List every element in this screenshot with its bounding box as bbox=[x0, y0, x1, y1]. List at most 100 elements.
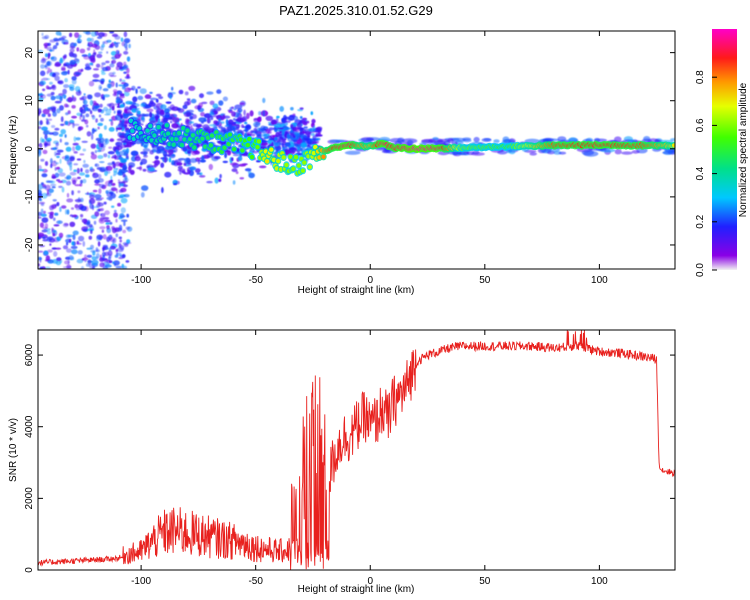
spectrogram-signal-blob bbox=[114, 114, 122, 121]
spectrogram-noise-blob bbox=[51, 176, 57, 179]
spectrogram-noise-blob bbox=[99, 262, 105, 268]
spectrogram-noise-blob bbox=[46, 230, 51, 235]
spectrogram-noise-blob bbox=[99, 213, 103, 216]
spectrogram-noise-blob bbox=[104, 170, 108, 176]
spectrogram-signal-blob bbox=[222, 160, 228, 164]
spectrogram-noise-blob bbox=[56, 152, 61, 155]
spectrogram-signal-blob bbox=[125, 100, 133, 105]
spectrogram-noise-blob bbox=[55, 42, 59, 46]
spectrogram-noise-blob bbox=[62, 222, 69, 228]
spectrogram-noise-blob bbox=[109, 245, 116, 250]
spectrogram-ridge-core bbox=[185, 128, 190, 133]
spectrogram-noise-blob bbox=[95, 256, 99, 260]
snr-frame bbox=[37, 329, 676, 571]
spectrogram-noise-blob bbox=[97, 126, 100, 130]
spectrogram-noise-blob bbox=[97, 122, 103, 127]
spectrogram-noise-blob bbox=[80, 205, 87, 211]
spectrogram-ridge-core bbox=[231, 147, 237, 152]
spectrogram-signal-blob bbox=[294, 143, 298, 147]
spectrogram-noise-blob bbox=[125, 39, 130, 44]
spectrogram-noise-blob bbox=[119, 78, 122, 82]
snr-x-tick-label: 0 bbox=[367, 576, 373, 587]
spectrogram-noise-blob bbox=[102, 247, 105, 252]
spectrogram-halo-blob bbox=[344, 150, 361, 155]
spectrogram-noise-blob bbox=[80, 109, 86, 114]
spectrogram-signal-blob bbox=[233, 127, 236, 133]
spectrogram-signal-blob bbox=[216, 114, 223, 120]
spectrogram-noise-blob bbox=[40, 213, 47, 217]
spectrogram-signal-blob bbox=[218, 125, 223, 129]
spectrogram-noise-blob bbox=[67, 234, 74, 238]
spectrogram-noise-blob bbox=[111, 205, 115, 208]
spectrogram-ridge-core bbox=[152, 133, 157, 138]
spectrogram-signal-blob bbox=[306, 120, 310, 124]
spectrogram-noise-blob bbox=[65, 112, 69, 116]
spectrogram-signal-blob bbox=[260, 142, 269, 146]
spectrogram-noise-blob bbox=[100, 80, 104, 85]
spectrogram-noise-blob bbox=[59, 58, 64, 64]
spectrogram-noise-blob bbox=[112, 89, 118, 94]
spectrogram-noise-blob bbox=[46, 46, 52, 51]
spectrogram-signal-blob bbox=[258, 127, 265, 132]
spectrogram-signal-blob bbox=[117, 110, 121, 115]
spectrogram-signal-blob bbox=[169, 94, 173, 100]
spectrogram-noise-blob bbox=[94, 150, 97, 154]
spectrogram-signal-blob bbox=[177, 168, 186, 172]
spectrogram-signal-blob bbox=[300, 142, 308, 148]
spectrogram-ridge-core bbox=[208, 143, 213, 148]
spectrogram-noise-blob bbox=[104, 138, 108, 143]
colorbar-ticks: 0.0 0.2 0.4 0.6 0.8 bbox=[695, 70, 717, 277]
spectrogram-noise-blob bbox=[98, 133, 103, 139]
spectrogram-signal-blob bbox=[315, 137, 321, 141]
spectrogram-ridge-core bbox=[256, 139, 262, 144]
spectrogram-noise-blob bbox=[41, 113, 46, 118]
spectrogram-halo-blob bbox=[631, 150, 640, 154]
spectrogram-signal-blob bbox=[273, 142, 279, 147]
spectrogram-signal-blob bbox=[177, 165, 183, 170]
spectrogram-noise-blob bbox=[79, 153, 85, 156]
spectrogram-noise-blob bbox=[38, 184, 43, 190]
spectrogram-noise-blob bbox=[102, 88, 109, 92]
spectrogram-noise-blob bbox=[71, 76, 77, 81]
spectrogram-signal-blob bbox=[119, 120, 122, 123]
spectrogram-noise-blob bbox=[42, 149, 48, 155]
spectrogram-noise-blob bbox=[38, 216, 42, 219]
spectrogram-noise-blob bbox=[122, 65, 128, 69]
spectrogram-noise-blob bbox=[108, 146, 113, 149]
spectrogram-noise-blob bbox=[80, 217, 83, 220]
spectrogram-noise-blob bbox=[90, 37, 94, 43]
spectrogram-noise-blob bbox=[86, 247, 93, 250]
spectrogram-noise-blob bbox=[57, 180, 64, 183]
spectrogram-signal-blob bbox=[275, 131, 280, 137]
spectrogram-noise-blob bbox=[106, 196, 113, 201]
spectrogram-signal-blob bbox=[284, 142, 291, 147]
snr-x-ticks: -100 -50 0 50 100 bbox=[131, 330, 608, 587]
spectrogram-noise-blob bbox=[126, 239, 131, 244]
spectrogram-signal-blob bbox=[231, 168, 238, 173]
spectrogram-signal-blob bbox=[200, 111, 205, 117]
spectrogram-noise-blob bbox=[101, 62, 106, 66]
spectrogram-noise-blob bbox=[120, 219, 128, 222]
spectrogram-ridge-core bbox=[302, 160, 307, 165]
spectrogram-noise-blob bbox=[40, 70, 46, 77]
spectrogram-noise-blob bbox=[95, 63, 101, 68]
spectrogram-halo-blob bbox=[547, 150, 555, 155]
spectrogram-signal-blob bbox=[115, 97, 121, 104]
spectrogram-noise-blob bbox=[113, 209, 117, 213]
spectrogram-noise-blob bbox=[69, 32, 73, 38]
spectrogram-noise-blob bbox=[85, 169, 90, 174]
colorbar-tick-label: 0.6 bbox=[695, 118, 706, 132]
spectrogram-noise-blob bbox=[61, 35, 67, 39]
spectrogram-noise-blob bbox=[114, 254, 119, 258]
spectrogram-signal-blob bbox=[271, 141, 274, 147]
spectrogram-signal-blob bbox=[116, 138, 123, 142]
spectrogram-noise-blob bbox=[94, 163, 100, 168]
spectrogram-noise-blob bbox=[106, 227, 112, 234]
snr-y-tick-label: 0 bbox=[24, 567, 35, 573]
spectrogram-noise-blob bbox=[56, 108, 61, 114]
spectrogram-noise-blob bbox=[56, 202, 60, 207]
spectrogram-noise-blob bbox=[64, 134, 67, 138]
spectrogram-halo-blob bbox=[471, 152, 485, 156]
spectrogram-noise-blob bbox=[114, 35, 121, 40]
spectrogram-signal-blob bbox=[249, 110, 254, 117]
